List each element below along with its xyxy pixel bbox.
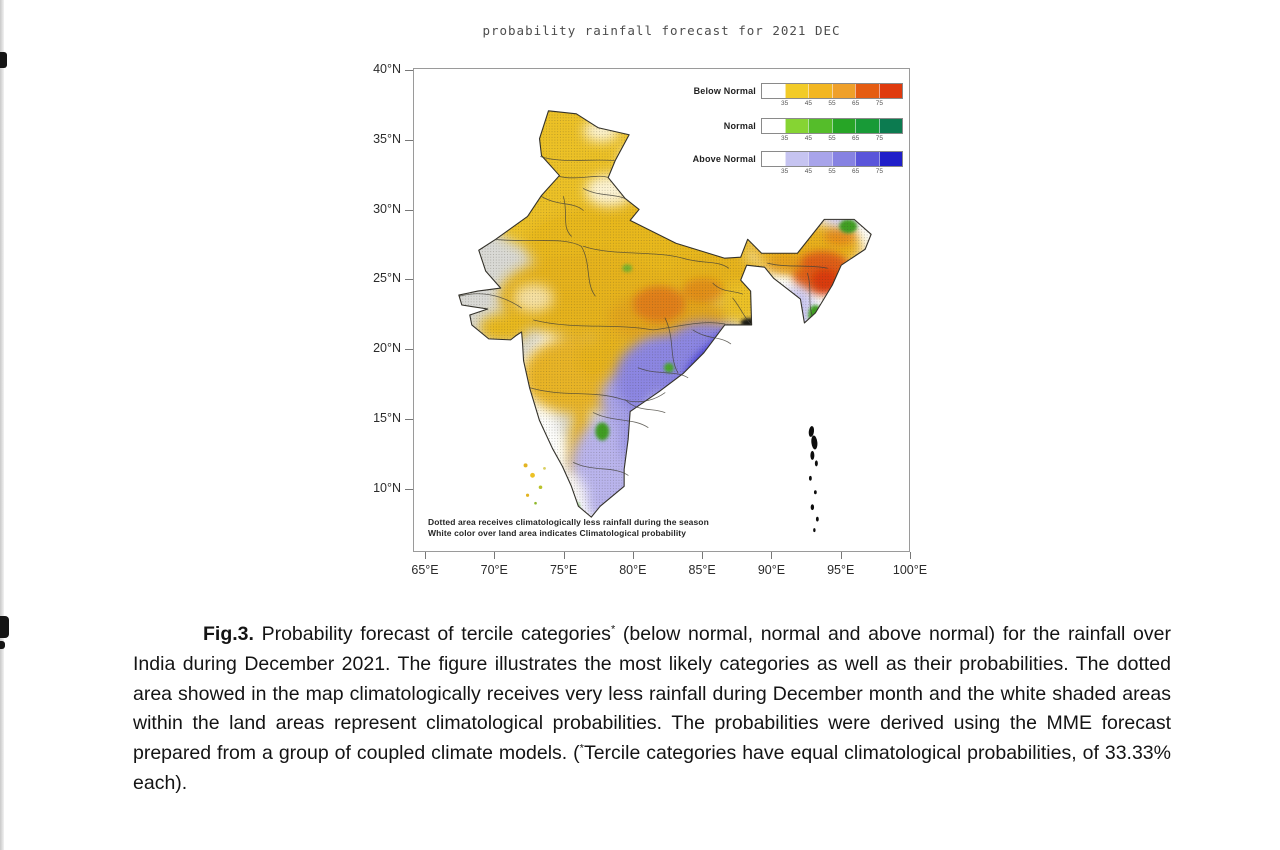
map-area: Below Normal 35 45 55 65 75 Normal 35 45 55 65 75 Ab… xyxy=(343,60,943,605)
legend-tick-value: 35 xyxy=(781,135,789,142)
longitude-tick-mark xyxy=(840,552,842,559)
longitude-tick-mark xyxy=(425,552,426,559)
latitude-tick-label: 40°N xyxy=(373,62,401,76)
legend-color-segment xyxy=(784,84,808,98)
legend-color-segment xyxy=(878,119,902,133)
legend-color-segment xyxy=(784,119,808,133)
longitude-tick-mark xyxy=(632,552,634,559)
scan-artifact xyxy=(0,52,7,68)
legend-row-above-normal: Above Normal 35 45 55 65 75 xyxy=(662,151,903,175)
legend-row-normal: Normal 35 45 55 65 75 xyxy=(662,118,903,142)
lakshadweep-islands xyxy=(523,463,546,505)
legend-tick-value: 75 xyxy=(875,135,883,142)
longitude-tick-mark xyxy=(494,552,496,559)
longitude-tick-mark xyxy=(910,552,912,559)
legend-color-bar xyxy=(761,151,903,167)
latitude-tick-mark xyxy=(405,70,413,71)
andaman-islands xyxy=(808,426,819,533)
legend-tick-value: 55 xyxy=(828,168,836,175)
latitude-tick-label: 25°N xyxy=(373,271,401,286)
legend-tick-values: 35 45 55 65 75 xyxy=(761,100,903,108)
latitude-tick-mark xyxy=(405,488,413,490)
legend-tick-value: 45 xyxy=(804,100,812,107)
map-note: Dotted area receives climatologically le… xyxy=(428,517,709,539)
longitude-tick-label: 80°E xyxy=(619,563,647,577)
latitude-tick-mark xyxy=(405,349,413,351)
legend-tick-values: 35 45 55 65 75 xyxy=(761,168,903,176)
scan-artifact xyxy=(0,616,9,638)
legend-color-segment xyxy=(808,84,832,98)
legend-color-segment xyxy=(762,119,785,133)
latitude-tick-mark xyxy=(405,209,413,211)
longitude-tick-label: 70°E xyxy=(480,563,508,577)
legend-color-segment xyxy=(762,84,785,98)
legend-color-segment xyxy=(831,84,855,98)
legend-color-segment xyxy=(855,152,879,166)
figure-caption: Fig.3. Probability forecast of tercile c… xyxy=(133,620,1171,799)
caption-part1: Probability forecast of tercile categori… xyxy=(253,623,611,645)
longitude-tick-label: 65°E xyxy=(411,563,439,577)
latitude-tick-label: 15°N xyxy=(373,411,401,426)
longitude-tick-label: 75°E xyxy=(549,563,578,577)
legend-row-label: Normal xyxy=(723,121,756,131)
latitude-tick-mark xyxy=(405,419,413,421)
longitude-tick-label: 90°E xyxy=(757,563,786,577)
legend-color-segment xyxy=(855,119,879,133)
longitude-tick-label: 95°E xyxy=(827,563,855,577)
legend-tick-values: 35 45 55 65 75 xyxy=(761,135,903,143)
latitude-tick-label: 35°N xyxy=(373,131,401,146)
scan-artifact xyxy=(0,641,5,649)
longitude-tick-mark xyxy=(702,552,704,559)
scan-edge-strip xyxy=(0,0,4,850)
legend-tick-value: 35 xyxy=(781,100,789,107)
legend-tick-value: 65 xyxy=(852,168,860,175)
longitude-tick-mark xyxy=(563,552,565,559)
map-note-line1: Dotted area receives climatologically le… xyxy=(428,517,709,527)
latitude-tick-mark xyxy=(405,139,413,141)
india-map xyxy=(458,110,872,533)
caption-asterisk: * xyxy=(610,623,616,636)
legend-tick-value: 65 xyxy=(852,135,860,142)
legend-tick-value: 55 xyxy=(828,135,836,142)
longitude-tick-mark xyxy=(771,552,773,559)
latitude-tick-label: 10°N xyxy=(373,480,401,495)
legend-tick-value: 55 xyxy=(828,100,836,107)
latitude-tick-mark xyxy=(405,279,413,281)
legend-color-segment xyxy=(762,152,785,166)
legend-color-segment xyxy=(784,152,808,166)
latitude-tick-label: 30°N xyxy=(373,201,401,216)
legend-color-segment xyxy=(878,152,902,166)
legend-tick-value: 75 xyxy=(875,100,883,107)
caption-part3: Tercile categories have equal climatolog… xyxy=(133,742,1171,794)
legend-color-segment xyxy=(855,84,879,98)
caption-footnote-asterisk: * xyxy=(579,742,584,755)
latitude-tick-label: 20°N xyxy=(373,341,401,356)
longitude-tick-label: 85°E xyxy=(688,563,716,577)
map-frame: Below Normal 35 45 55 65 75 Normal 35 45 55 65 75 Ab… xyxy=(413,68,910,552)
legend-tick-value: 45 xyxy=(804,135,812,142)
legend-row-label: Above Normal xyxy=(692,154,756,164)
legend-color-segment xyxy=(831,152,855,166)
legend-color-segment xyxy=(808,152,832,166)
caption-part2: (below normal, normal and above normal) … xyxy=(133,623,1171,765)
legend-color-segment xyxy=(831,119,855,133)
figure-caption-label: Fig.3. xyxy=(203,623,254,645)
legend-tick-value: 35 xyxy=(781,168,789,175)
legend-color-bar xyxy=(761,83,903,99)
legend-tick-value: 65 xyxy=(852,100,860,107)
legend-color-bar xyxy=(761,118,903,134)
figure-title: probability rainfall forecast for 2021 D… xyxy=(482,23,841,38)
map-note-line2: White color over land area indicates Cli… xyxy=(428,528,687,538)
legend-row-label: Below Normal xyxy=(693,86,756,96)
legend-tick-value: 75 xyxy=(875,168,883,175)
longitude-tick-label: 100°E xyxy=(892,563,928,577)
legend-row-below-normal: Below Normal 35 45 55 65 75 xyxy=(662,83,903,107)
legend-color-segment xyxy=(878,84,902,98)
legend-color-segment xyxy=(808,119,832,133)
legend-tick-value: 45 xyxy=(804,168,812,175)
